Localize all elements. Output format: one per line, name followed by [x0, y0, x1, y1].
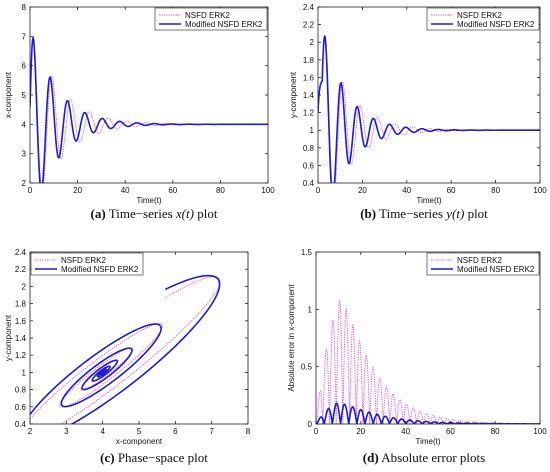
- y-tick-label: 1.8: [303, 56, 315, 65]
- legend-entry: Modified NSFD ERK2: [457, 265, 535, 274]
- chart-d: 0 20 40 60 80 100 0 0.5 1 1.5 Time(t) Absolute erro…: [287, 248, 547, 446]
- plot-frame: [315, 251, 541, 425]
- y-tick-label: 0.8: [15, 386, 27, 395]
- y-tick-label: 7: [22, 32, 27, 41]
- legend-box: [30, 252, 144, 276]
- x-tick-label: 2: [28, 427, 33, 436]
- series-line-modified-nsfd-erk2: [30, 274, 221, 424]
- x-axis-label: Time(t): [416, 196, 441, 205]
- y-tick-label: 2: [22, 282, 27, 291]
- y-tick-label: 2.4: [15, 248, 27, 257]
- legend-entry: NSFD ERK2: [185, 11, 230, 20]
- chart-c: 2 3 4 5 6 7 8 0.4 0.6 0.8 1 1.2 1.4 1.6 1.8 2 2.2 2.4 x-co…: [4, 248, 251, 446]
- x-tick-label: 20: [73, 186, 82, 195]
- legend-entry: Modified NSFD ERK2: [185, 20, 263, 29]
- x-tick-label: 40: [121, 186, 130, 195]
- y-tick-label: 2.2: [15, 265, 27, 274]
- y-axis-label: y-component: [289, 71, 298, 118]
- legend-box: [426, 252, 540, 276]
- y-tick-label: 1.4: [15, 334, 27, 343]
- y-tick-label: 0.8: [303, 144, 315, 153]
- x-tick-label: 100: [533, 427, 547, 436]
- y-tick-label: 1.2: [303, 109, 315, 118]
- y-tick-label: 1.8: [15, 300, 27, 309]
- chart-b: 0 20 40 60 80 100 0.4 0.6 0.8 1 1.2 1.4 1.6 1.8 2 2.2 2.…: [289, 3, 547, 205]
- y-tick-label: 1: [308, 305, 313, 314]
- caption-b: (b) Time−series y(t) plot: [360, 206, 488, 221]
- y-tick-label: 2.4: [303, 3, 315, 12]
- y-tick-label: 1: [310, 126, 315, 135]
- x-tick-label: 8: [246, 427, 251, 436]
- y-tick-label: 0.4: [15, 420, 27, 429]
- x-tick-label: 0: [28, 186, 33, 195]
- x-tick-label: 5: [137, 427, 142, 436]
- series-line-modified-nsfd-erk2: [30, 36, 268, 183]
- x-tick-label: 3: [64, 427, 69, 436]
- x-tick-label: 7: [209, 427, 214, 436]
- x-axis-label: Time(t): [415, 437, 440, 446]
- series-line-modified-nsfd-erk2: [318, 34, 540, 183]
- x-tick-label: 0: [316, 186, 321, 195]
- y-tick-label: 0: [308, 420, 313, 429]
- x-tick-label: 100: [261, 186, 275, 195]
- x-tick-label: 40: [401, 427, 410, 436]
- y-tick-label: 1.2: [15, 351, 27, 360]
- x-tick-label: 40: [402, 186, 411, 195]
- y-tick-label: 0.4: [303, 179, 315, 188]
- series-line-nsfd-erk2: [30, 276, 221, 424]
- legend-entry: NSFD ERK2: [457, 11, 502, 20]
- y-tick-label: 1.6: [303, 73, 315, 82]
- legend-entry: Modified NSFD ERK2: [61, 265, 139, 274]
- y-tick-label: 0.5: [301, 363, 313, 372]
- legend-entry: NSFD ERK2: [457, 256, 502, 265]
- y-tick-label: 0.6: [15, 403, 27, 412]
- y-tick-label: 1.5: [301, 248, 313, 257]
- legend-entry: NSFD ERK2: [61, 256, 106, 265]
- x-tick-label: 100: [533, 186, 547, 195]
- x-tick-label: 60: [447, 186, 456, 195]
- caption-d: (d) Absolute error plots: [362, 450, 486, 465]
- y-axis-label: x-component: [4, 71, 13, 118]
- chart-a: 0 20 40 60 80 100 2 3 4 5 6 7 8 Time(t) x-component NSF…: [4, 3, 275, 205]
- x-axis-label: Time(t): [136, 196, 161, 205]
- x-tick-label: 60: [168, 186, 177, 195]
- y-tick-label: 2: [310, 38, 315, 47]
- legend-entry: Modified NSFD ERK2: [457, 20, 535, 29]
- x-tick-label: 6: [173, 427, 178, 436]
- y-tick-label: 6: [22, 62, 27, 71]
- y-tick-label: 2.2: [303, 21, 315, 30]
- y-tick-label: 3: [22, 150, 27, 159]
- caption-a: (a) Time−series x(t) plot: [90, 206, 218, 221]
- x-tick-label: 80: [491, 186, 500, 195]
- x-tick-label: 20: [356, 427, 365, 436]
- plot-frame: [29, 6, 269, 184]
- y-tick-label: 5: [22, 91, 27, 100]
- x-axis-label: x-component: [116, 437, 163, 446]
- x-tick-label: 80: [491, 427, 500, 436]
- y-tick-label: 0.6: [303, 161, 315, 170]
- series-line-nsfd-erk2: [316, 299, 540, 424]
- legend-box: [154, 7, 268, 31]
- x-tick-label: 0: [314, 427, 319, 436]
- y-axis-label: Absolute error in x-component: [287, 284, 296, 392]
- y-tick-label: 1: [22, 368, 27, 377]
- x-tick-label: 4: [100, 427, 105, 436]
- y-tick-label: 1.6: [15, 317, 27, 326]
- x-tick-label: 80: [216, 186, 225, 195]
- y-axis-label: y-component: [4, 314, 13, 361]
- caption-c: (c) Phase−space plot: [100, 450, 208, 465]
- series-line-nsfd-erk2: [30, 35, 268, 183]
- x-tick-label: 20: [358, 186, 367, 195]
- y-tick-label: 1.4: [303, 91, 315, 100]
- x-tick-label: 60: [446, 427, 455, 436]
- series-line-nsfd-erk2: [318, 35, 540, 183]
- legend-box: [426, 7, 540, 31]
- y-tick-label: 8: [22, 3, 27, 12]
- y-tick-label: 2: [22, 179, 27, 188]
- y-tick-label: 4: [22, 120, 27, 129]
